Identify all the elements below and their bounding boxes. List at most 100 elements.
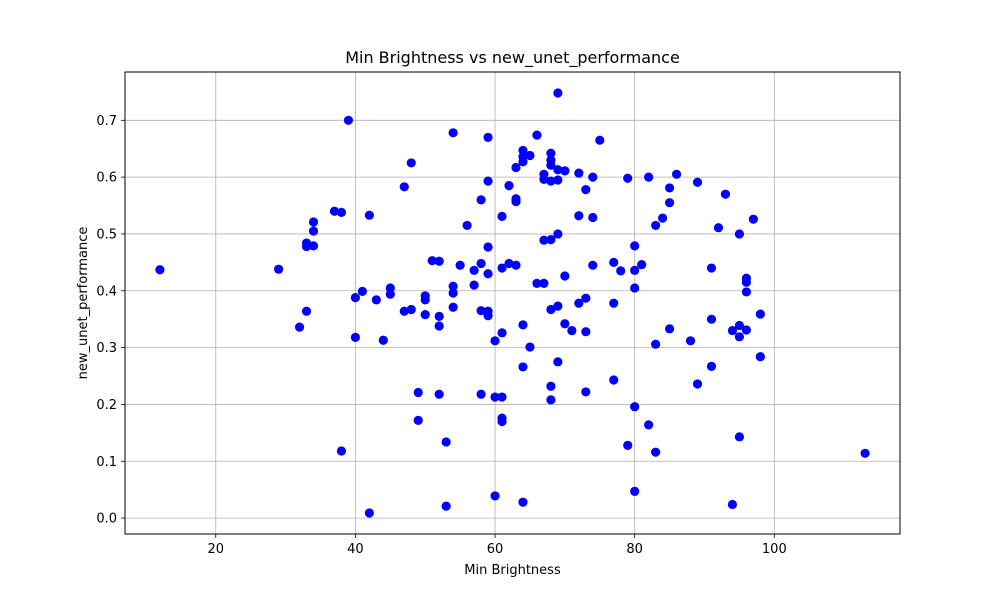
data-point <box>497 416 507 427</box>
data-point <box>727 499 738 510</box>
data-point <box>385 289 395 299</box>
data-point <box>734 229 745 239</box>
data-points <box>155 88 870 518</box>
data-point <box>567 325 577 336</box>
data-point <box>546 395 556 405</box>
data-point <box>539 174 549 185</box>
data-point <box>546 235 556 245</box>
data-point <box>755 352 765 362</box>
data-point <box>518 497 528 507</box>
data-point <box>616 266 626 276</box>
data-point <box>483 176 493 186</box>
data-point <box>553 175 563 185</box>
y-tick-label: 0.2 <box>96 398 117 413</box>
y-tick-label: 0.0 <box>96 512 117 527</box>
data-point <box>588 212 598 223</box>
data-point <box>497 211 507 221</box>
axis-ticks: 20 40 60 80 100 0.0 0.1 0.2 0.3 0.4 0.5 0.6 0.7 <box>96 114 786 557</box>
data-point <box>651 220 661 231</box>
data-point <box>560 166 570 176</box>
data-point <box>518 320 528 330</box>
data-point <box>511 260 521 270</box>
data-point <box>741 287 751 297</box>
data-point <box>511 162 521 173</box>
data-point <box>497 392 507 402</box>
data-point <box>664 183 675 193</box>
data-point <box>504 258 514 269</box>
data-point <box>525 150 535 161</box>
x-tick-label: 40 <box>347 542 364 557</box>
data-point <box>448 128 458 138</box>
data-point <box>692 177 703 187</box>
data-point <box>706 361 717 371</box>
data-point <box>504 181 514 191</box>
data-point <box>553 357 563 367</box>
data-point <box>441 501 451 511</box>
data-point <box>685 336 696 346</box>
data-point <box>483 242 493 252</box>
data-point <box>364 508 374 518</box>
data-point <box>623 173 633 183</box>
data-point <box>664 324 675 334</box>
data-point <box>630 241 640 251</box>
data-point <box>748 214 758 224</box>
data-point <box>553 88 563 98</box>
data-point <box>490 491 500 501</box>
chart-title: Min Brightness vs new_unet_performance <box>345 48 680 68</box>
data-point <box>308 241 319 251</box>
data-point <box>483 132 493 142</box>
y-tick-label: 0.6 <box>96 171 117 186</box>
data-point <box>734 332 745 342</box>
data-point <box>476 195 486 205</box>
data-point <box>371 295 381 305</box>
data-point <box>413 387 423 398</box>
data-point <box>420 295 430 305</box>
data-point <box>427 256 437 266</box>
data-point <box>651 339 661 349</box>
data-point <box>609 257 619 267</box>
data-point <box>727 325 738 336</box>
data-point <box>671 169 682 179</box>
data-point <box>511 196 521 207</box>
data-point <box>476 258 486 269</box>
data-point <box>469 280 479 290</box>
data-point <box>539 278 549 288</box>
data-point <box>581 185 591 195</box>
data-point <box>336 207 347 217</box>
data-point <box>532 130 542 140</box>
data-point <box>434 321 444 331</box>
data-point <box>399 182 409 192</box>
data-point <box>532 278 542 288</box>
data-point <box>609 375 619 385</box>
data-point <box>644 172 654 182</box>
data-point <box>741 277 751 287</box>
data-point <box>692 379 703 389</box>
data-point <box>343 115 354 125</box>
data-point <box>155 265 165 275</box>
data-point <box>630 486 640 496</box>
data-point <box>560 319 570 329</box>
data-point <box>546 381 556 391</box>
data-point <box>455 260 465 270</box>
y-tick-label: 0.4 <box>96 284 117 299</box>
data-point <box>441 437 451 447</box>
data-point <box>574 168 584 178</box>
data-point <box>553 229 563 239</box>
data-point <box>630 265 640 275</box>
data-point <box>434 311 444 321</box>
data-point <box>329 206 340 216</box>
x-tick-label: 80 <box>626 542 643 557</box>
data-point <box>448 281 458 291</box>
data-point <box>637 260 647 270</box>
data-point <box>301 306 312 316</box>
data-point <box>476 389 486 399</box>
data-point <box>706 314 717 324</box>
data-point <box>434 389 444 399</box>
data-point <box>553 165 563 175</box>
data-point <box>301 241 312 252</box>
data-point <box>595 135 605 145</box>
data-point <box>574 298 584 308</box>
data-point <box>490 336 500 346</box>
